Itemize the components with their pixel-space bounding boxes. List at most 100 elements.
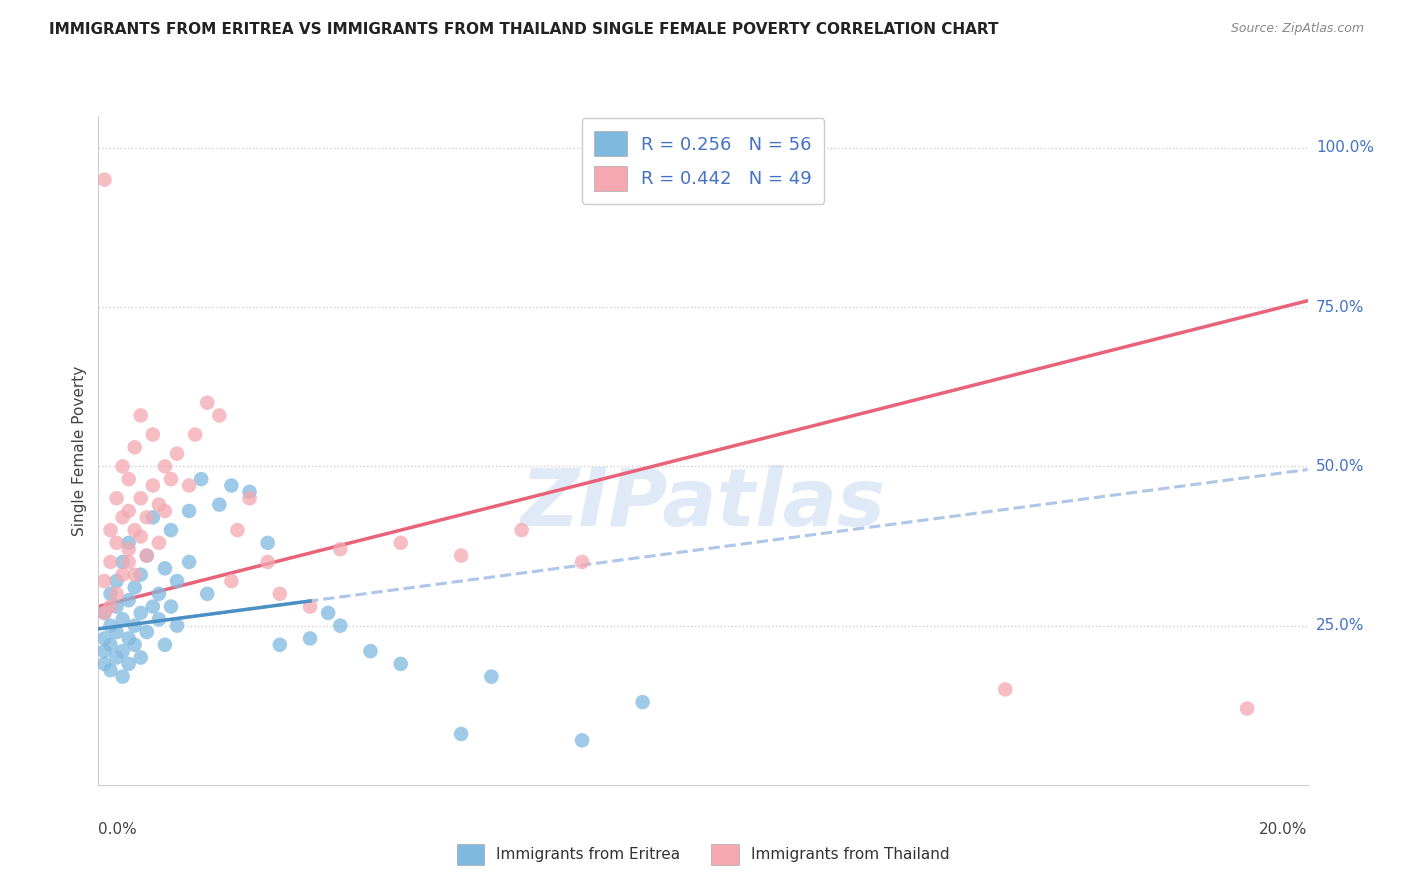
Point — [93, 644, 115, 658]
Text: 50.0%: 50.0% — [1316, 458, 1364, 474]
Text: ZIPatlas: ZIPatlas — [520, 465, 886, 543]
Point — [269, 638, 291, 652]
Point — [111, 459, 134, 474]
Point — [269, 587, 291, 601]
Text: 0.0%: 0.0% — [98, 822, 138, 837]
Point — [124, 581, 146, 595]
Point — [100, 599, 122, 614]
Point — [166, 618, 188, 632]
Point — [124, 440, 146, 454]
Point — [481, 670, 503, 684]
Point — [118, 536, 141, 550]
Point — [221, 574, 243, 588]
Point — [389, 657, 412, 671]
Point — [105, 536, 128, 550]
Point — [299, 599, 322, 614]
Point — [226, 523, 249, 537]
Point — [190, 472, 212, 486]
Point — [100, 523, 122, 537]
Point — [571, 555, 593, 569]
Point — [118, 657, 141, 671]
Text: Source: ZipAtlas.com: Source: ZipAtlas.com — [1230, 22, 1364, 36]
Point — [153, 638, 176, 652]
Point — [208, 409, 231, 423]
Point — [93, 632, 115, 646]
Point — [129, 409, 152, 423]
Point — [299, 632, 322, 646]
Point — [105, 599, 128, 614]
Point — [166, 574, 188, 588]
Point — [221, 478, 243, 492]
Point — [93, 172, 115, 186]
Point — [105, 625, 128, 640]
Legend: Immigrants from Eritrea, Immigrants from Thailand: Immigrants from Eritrea, Immigrants from… — [449, 836, 957, 873]
Point — [510, 523, 533, 537]
Point — [105, 650, 128, 665]
Point — [105, 587, 128, 601]
Point — [177, 555, 201, 569]
Point — [111, 612, 134, 626]
Point — [316, 606, 339, 620]
Point — [329, 618, 352, 632]
Point — [93, 657, 115, 671]
Point — [124, 618, 146, 632]
Point — [148, 498, 170, 512]
Point — [129, 650, 152, 665]
Point — [129, 567, 152, 582]
Point — [129, 491, 152, 506]
Point — [124, 638, 146, 652]
Point — [111, 567, 134, 582]
Text: IMMIGRANTS FROM ERITREA VS IMMIGRANTS FROM THAILAND SINGLE FEMALE POVERTY CORREL: IMMIGRANTS FROM ERITREA VS IMMIGRANTS FR… — [49, 22, 998, 37]
Point — [450, 549, 472, 563]
Point — [111, 510, 134, 524]
Point — [329, 542, 352, 557]
Point — [100, 587, 122, 601]
Point — [153, 504, 176, 518]
Point — [93, 606, 115, 620]
Point — [148, 587, 170, 601]
Point — [177, 478, 201, 492]
Point — [994, 682, 1017, 697]
Point — [166, 447, 188, 461]
Y-axis label: Single Female Poverty: Single Female Poverty — [72, 366, 87, 535]
Text: 100.0%: 100.0% — [1316, 140, 1374, 155]
Point — [142, 599, 165, 614]
Text: 25.0%: 25.0% — [1316, 618, 1364, 633]
Point — [111, 555, 134, 569]
Text: 75.0%: 75.0% — [1316, 300, 1364, 315]
Point — [160, 472, 183, 486]
Point — [256, 536, 278, 550]
Point — [124, 523, 146, 537]
Point — [135, 625, 157, 640]
Point — [129, 606, 152, 620]
Point — [111, 670, 134, 684]
Point — [142, 510, 165, 524]
Point — [177, 504, 201, 518]
Point — [195, 395, 218, 409]
Point — [118, 555, 141, 569]
Point — [93, 574, 115, 588]
Point — [1236, 701, 1258, 715]
Point — [450, 727, 472, 741]
Point — [148, 612, 170, 626]
Point — [118, 632, 141, 646]
Point — [111, 644, 134, 658]
Point — [100, 638, 122, 652]
Point — [256, 555, 278, 569]
Point — [360, 644, 382, 658]
Point — [118, 542, 141, 557]
Point — [135, 549, 157, 563]
Point — [100, 618, 122, 632]
Point — [118, 472, 141, 486]
Point — [160, 599, 183, 614]
Point — [124, 567, 146, 582]
Point — [153, 561, 176, 575]
Point — [153, 459, 176, 474]
Point — [208, 498, 231, 512]
Point — [389, 536, 412, 550]
Point — [195, 587, 218, 601]
Point — [571, 733, 593, 747]
Point — [100, 555, 122, 569]
Point — [105, 574, 128, 588]
Point — [118, 593, 141, 607]
